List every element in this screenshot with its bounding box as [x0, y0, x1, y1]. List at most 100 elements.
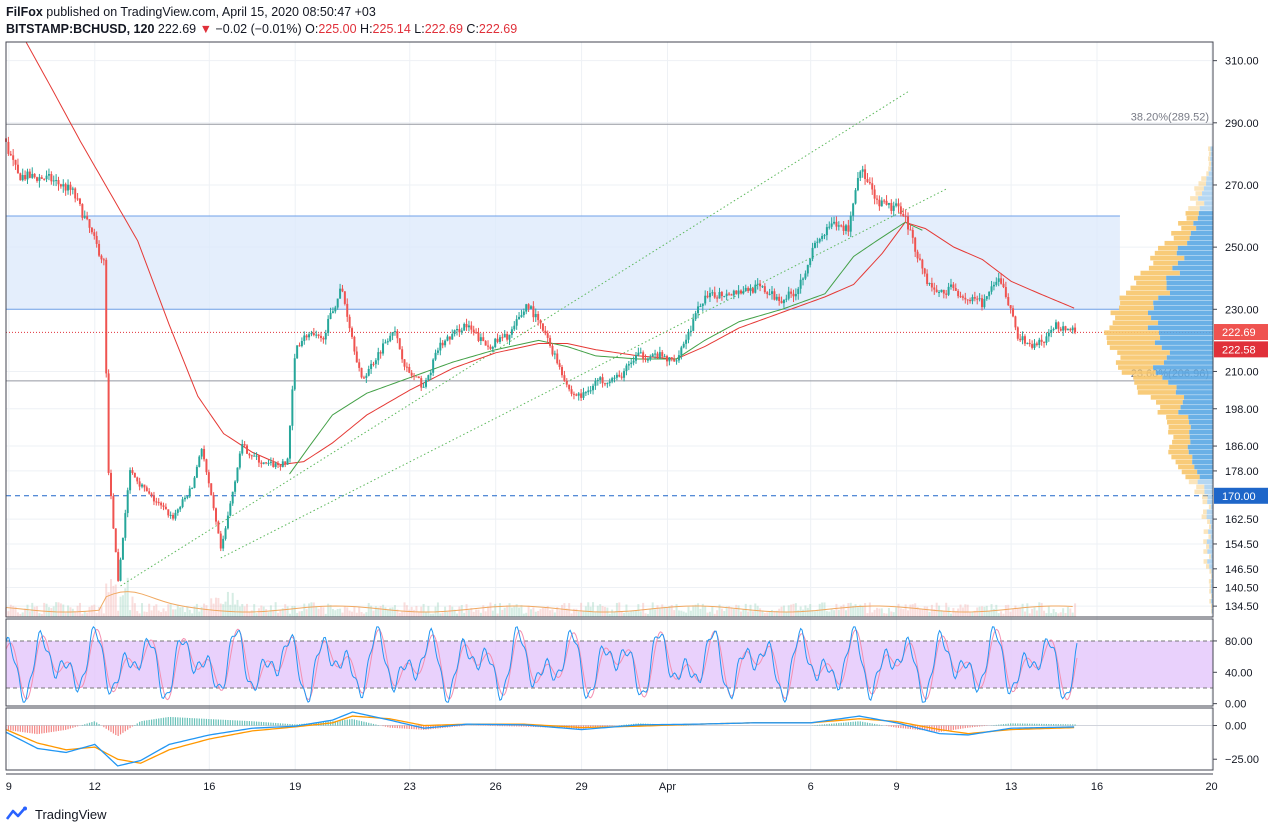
volume-bar — [1000, 611, 1003, 617]
volume-bar — [1012, 608, 1015, 617]
volume-bar — [1031, 608, 1034, 617]
volume-bar — [735, 604, 738, 617]
candle — [916, 251, 919, 259]
candle — [730, 294, 733, 296]
volume-bar — [470, 607, 473, 617]
candle — [494, 338, 497, 348]
volume-bar — [360, 612, 363, 617]
volume-bar — [713, 613, 716, 617]
time-axis[interactable]: 9 12 16 19 23 26 29 Apr 6 9 13 16 20 — [6, 781, 1218, 793]
candle — [964, 297, 967, 300]
volume-bar — [81, 613, 84, 617]
volume-bar — [761, 610, 764, 617]
volume-bar — [513, 605, 516, 617]
vp-bar-up — [1168, 424, 1191, 430]
vp-bar-down — [1147, 325, 1213, 331]
candle — [62, 184, 65, 187]
candle — [167, 509, 170, 516]
candle — [265, 462, 268, 464]
volume-bar — [969, 611, 972, 617]
candle — [231, 491, 234, 504]
candle — [40, 177, 43, 179]
volume-bar — [1050, 613, 1053, 617]
candle — [446, 336, 449, 341]
vp-bar-down — [1210, 156, 1213, 161]
volume-bar — [174, 609, 177, 617]
candle — [649, 356, 652, 360]
candle — [556, 353, 559, 364]
candle — [537, 313, 540, 321]
volume-bar — [224, 601, 227, 617]
vp-bar-down — [1204, 201, 1213, 206]
candle — [277, 463, 280, 466]
candle — [584, 392, 587, 394]
volume-bar — [551, 609, 554, 617]
vp-bar-up — [1208, 579, 1211, 584]
volume-bar — [658, 608, 661, 617]
volume-bar — [1043, 610, 1046, 617]
volume-bar — [546, 606, 549, 617]
candle — [549, 337, 552, 346]
volume-bar — [632, 610, 635, 617]
candle — [651, 354, 654, 357]
volume-bar — [272, 609, 275, 617]
candle — [155, 501, 158, 503]
candle — [680, 347, 683, 356]
vp-bar-up — [1120, 355, 1167, 360]
volume-bar — [436, 602, 439, 617]
volume-bar — [833, 610, 836, 617]
axis-tick-label: 198.00 — [1225, 404, 1259, 416]
vp-bar-down — [1184, 255, 1213, 261]
candle — [114, 528, 117, 553]
volume-bar — [501, 609, 504, 617]
volume-bar — [195, 603, 198, 617]
candle — [639, 352, 642, 354]
candle — [436, 350, 439, 353]
volume-bar — [561, 604, 564, 617]
vp-bar-up — [1188, 479, 1198, 485]
vp-bar-up — [1203, 509, 1207, 515]
volume-bar — [520, 605, 523, 617]
author-name[interactable]: FilFox — [6, 5, 43, 19]
symbol-label[interactable]: BITSTAMP:BCHUSD, 120 — [6, 22, 155, 36]
vp-bar-up — [1201, 176, 1207, 181]
candle — [12, 155, 15, 160]
volume-bar — [250, 610, 253, 617]
volume-bar — [372, 610, 375, 617]
volume-bar — [725, 606, 728, 617]
candle — [298, 345, 301, 347]
candle — [281, 461, 284, 467]
candle — [842, 225, 845, 231]
candle — [451, 334, 454, 340]
volume-bar — [446, 611, 449, 617]
candle — [327, 318, 330, 333]
vp-bar-up — [1208, 504, 1211, 510]
tradingview-logo[interactable]: TradingView — [6, 806, 107, 822]
volume-bar — [40, 613, 43, 617]
candle — [575, 394, 578, 396]
candle — [1012, 308, 1015, 317]
candle — [751, 288, 754, 293]
volume-bar — [904, 604, 907, 617]
candle — [401, 349, 404, 360]
axis-tick-label: 230.00 — [1225, 304, 1259, 316]
volume-bar — [55, 602, 58, 617]
candle — [718, 292, 721, 299]
volume-bar — [281, 608, 284, 617]
vp-bar-up — [1140, 270, 1180, 276]
price-axis[interactable]: 310.00 290.00 270.00 250.00 230.00 210.00 198.… — [1213, 56, 1268, 767]
candle — [771, 291, 774, 294]
volume-bar — [33, 606, 36, 617]
candle — [704, 295, 707, 304]
candle — [821, 235, 824, 239]
volume-bar — [749, 604, 752, 617]
vp-bar-up — [1133, 375, 1163, 380]
volume-bar — [253, 604, 256, 617]
volume-bar — [687, 606, 690, 617]
candle — [859, 171, 862, 178]
candle — [856, 177, 859, 191]
low-label: L: — [414, 22, 425, 36]
vp-bar-up — [1119, 305, 1154, 311]
volume-bar — [353, 606, 356, 617]
